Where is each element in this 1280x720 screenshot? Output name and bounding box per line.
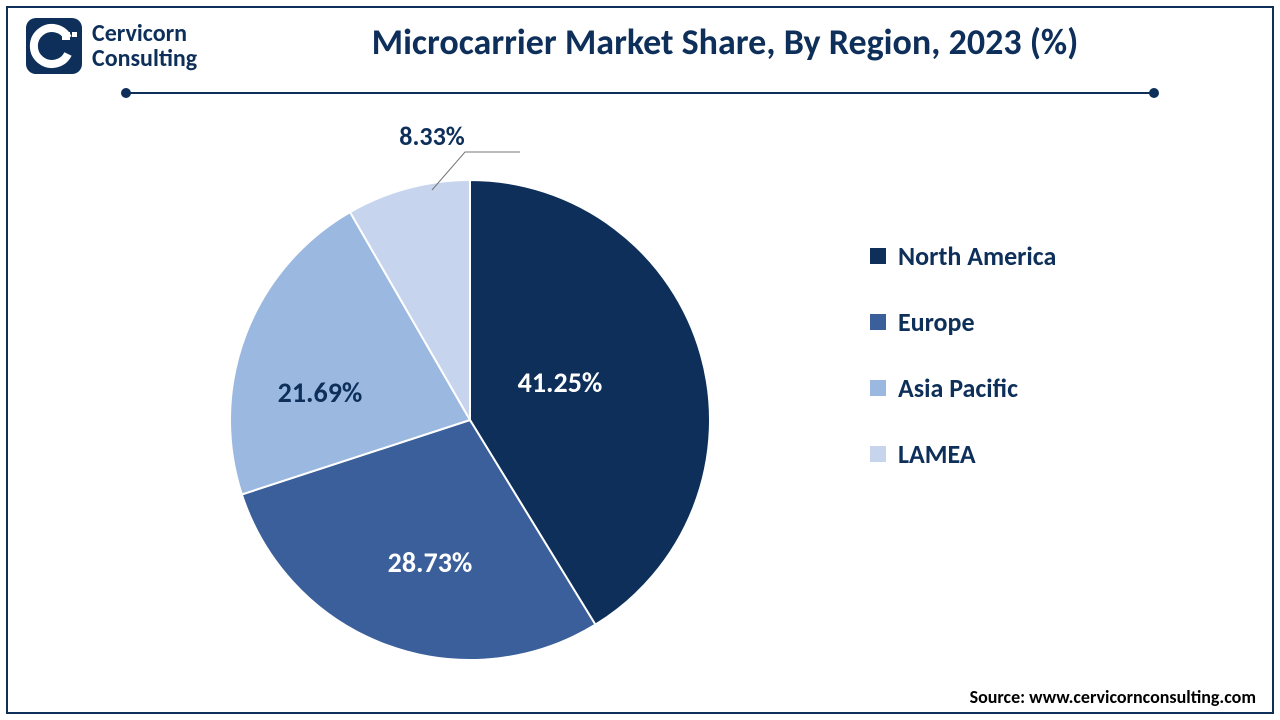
legend-label: LAMEA [898, 438, 976, 470]
legend-swatch [870, 248, 886, 264]
brand-logo: Cervicorn Consulting [26, 18, 197, 74]
pie-chart: 41.25% 28.73% 21.69% 8.33% [210, 120, 730, 640]
legend-swatch [870, 380, 886, 396]
legend: North America Europe Asia Pacific LAMEA [870, 240, 1056, 470]
title-divider [120, 86, 1160, 100]
legend-item: Asia Pacific [870, 372, 1056, 404]
legend-label: Europe [898, 306, 975, 338]
legend-item: Europe [870, 306, 1056, 338]
legend-label: Asia Pacific [898, 372, 1018, 404]
legend-swatch [870, 446, 886, 462]
logo-text: Cervicorn Consulting [92, 21, 197, 71]
slice-label: 8.33% [377, 120, 487, 152]
legend-item: LAMEA [870, 438, 1056, 470]
legend-label: North America [898, 240, 1056, 272]
source-attribution: Source: www.cervicornconsulting.com [970, 686, 1256, 708]
legend-swatch [870, 314, 886, 330]
slice-label: 21.69% [265, 375, 375, 410]
chart-title: Microcarrier Market Share, By Region, 20… [290, 20, 1160, 64]
slice-label: 28.73% [375, 545, 485, 580]
logo-mark-icon [26, 18, 82, 74]
legend-item: North America [870, 240, 1056, 272]
slice-label: 41.25% [505, 365, 615, 400]
logo-line1: Cervicorn [92, 21, 197, 46]
logo-line2: Consulting [92, 46, 197, 71]
